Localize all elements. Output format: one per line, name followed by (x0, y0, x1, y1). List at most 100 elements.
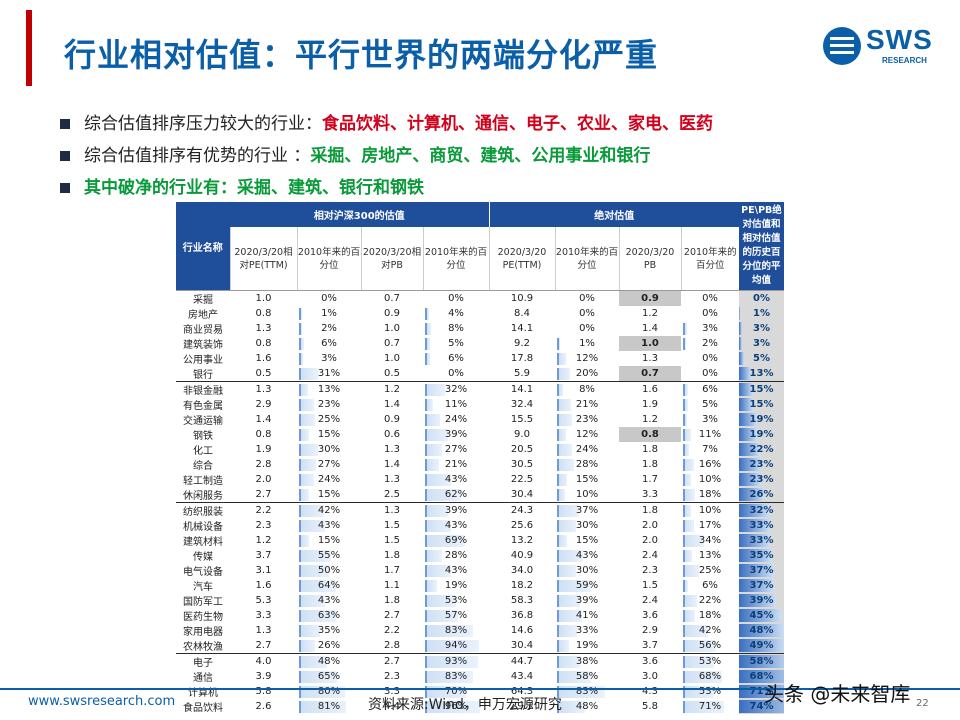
valuation-value: 0.7 (384, 338, 400, 349)
valuation-value: 9.0 (514, 429, 530, 440)
percentile-value: 69% (444, 535, 468, 546)
valuation-value: 2.3 (255, 520, 272, 531)
average-value: 19% (749, 414, 774, 425)
percentile-bar (683, 505, 691, 517)
percentile-cell: 32% (423, 381, 489, 397)
table-row: 传媒 3.7 55% 1.8 28% 40.9 43% 2.4 13% 35% (176, 548, 784, 563)
average-percentile-cell: 35% (739, 548, 784, 563)
percentile-value: 43% (444, 520, 468, 531)
percentile-cell: 39% (423, 502, 489, 518)
valuation-table: 行业名称 相对沪深300的估值 绝对估值 PE\PB绝对估值和相对估值的历史百分… (176, 202, 784, 714)
footer-divider (0, 688, 960, 690)
percentile-bar (557, 550, 583, 562)
average-percentile-cell: 74% (739, 699, 784, 714)
valuation-value: 1.4 (255, 414, 272, 425)
valuation-value: 1.3 (642, 353, 658, 364)
percentile-bar (299, 610, 336, 622)
percentile-bar (299, 640, 316, 652)
percentile-value: 28% (444, 550, 468, 561)
valuation-value: 2.2 (384, 625, 400, 636)
percentile-bar (557, 353, 566, 365)
valuation-value: 40.9 (510, 550, 534, 561)
percentile-cell: 2% (681, 336, 739, 351)
percentile-cell: 64% (297, 578, 361, 593)
valuation-value: 2.9 (642, 625, 658, 636)
percentile-bar (299, 520, 325, 532)
industry-name: 轻工制造 (183, 476, 223, 487)
percentile-cell: 43% (423, 472, 489, 487)
percentile-cell: 83% (423, 623, 489, 638)
average-value: 23% (749, 474, 774, 485)
valuation-value: 1.2 (361, 381, 423, 397)
table-row: 采掘 1.0 0% 0.7 0% 10.9 0% 0.9 0% 0% (176, 290, 784, 307)
average-bar (739, 322, 742, 335)
valuation-value: 1.8 (642, 459, 658, 470)
percentile-bar (299, 459, 316, 471)
table-row: 通信 3.9 65% 2.3 83% 43.4 58% 3.0 68% 68% (176, 669, 784, 684)
industry-name: 医药生物 (183, 612, 223, 623)
percentile-bar (299, 701, 346, 713)
average-percentile-cell: 19% (739, 427, 784, 442)
percentile-value: 20% (575, 368, 599, 379)
valuation-value: 30.5 (510, 459, 534, 470)
percentile-value: 63% (317, 610, 341, 621)
percentile-value: 19% (444, 580, 468, 591)
percentile-cell: 30% (297, 442, 361, 457)
percentile-cell: 0% (423, 291, 489, 307)
bullet-highlight: 采掘、房地产、商贸、建筑、公用事业和银行 (310, 146, 651, 166)
percentile-value: 62% (444, 489, 468, 500)
percentile-value: 38% (575, 656, 599, 667)
percentile-value: 80% (317, 686, 341, 697)
industry-name: 传媒 (193, 552, 213, 563)
percentile-bar (299, 535, 310, 547)
average-value: 26% (749, 489, 774, 500)
group-header-absolute: 绝对估值 (488, 202, 739, 228)
percentile-cell: 24% (423, 412, 489, 427)
table-row: 非银金融 1.3 13% 1.2 32% 14.1 8% 1.6 6% 15% (176, 381, 784, 397)
percentile-cell: 26% (297, 638, 361, 654)
average-percentile-cell: 48% (739, 623, 784, 638)
valuation-value: 2.8 (384, 640, 400, 651)
percentile-cell: 63% (297, 608, 361, 623)
average-value: 68% (749, 671, 774, 682)
percentile-bar (299, 625, 321, 637)
average-value: 15% (749, 399, 774, 410)
average-bar (739, 488, 764, 501)
percentile-cell: 20% (555, 366, 619, 382)
percentile-value: 30% (575, 520, 599, 531)
percentile-value: 22% (698, 595, 722, 606)
percentile-value: 71% (698, 701, 722, 712)
square-bullet-icon (60, 151, 70, 161)
col-header-name: 行业名称 (176, 202, 230, 291)
valuation-value: 0.8 (619, 427, 681, 442)
percentile-bar (299, 429, 310, 441)
average-value: 0% (753, 293, 770, 304)
percentile-cell: 68% (681, 669, 739, 684)
industry-name: 计算机 (188, 688, 218, 699)
table-row: 综合 2.8 27% 1.4 21% 30.5 28% 1.8 16% 23% (176, 457, 784, 472)
percentile-value: 19% (575, 640, 599, 651)
valuation-value: 24.3 (489, 502, 555, 518)
average-bar (739, 398, 754, 411)
percentile-value: 8% (579, 384, 595, 395)
valuation-value: 2.9 (255, 399, 272, 410)
valuation-value: 30.4 (510, 489, 534, 500)
percentile-bar (299, 444, 318, 456)
average-percentile-cell: 3% (739, 336, 784, 351)
table-row: 纺织服装 2.2 42% 1.3 39% 24.3 37% 1.8 10% 32% (176, 502, 784, 518)
table-row: 农林牧渔 2.7 26% 2.8 94% 30.4 19% 3.7 56% 49% (176, 638, 784, 654)
valuation-value: 1.8 (642, 444, 658, 455)
percentile-value: 10% (698, 505, 722, 516)
percentile-bar (425, 414, 441, 426)
table-row: 汽车 1.6 64% 1.1 19% 18.2 59% 1.5 6% 37% (176, 578, 784, 593)
average-percentile-cell: 39% (739, 593, 784, 608)
valuation-value: 1.2 (642, 308, 658, 319)
percentile-value: 0% (702, 308, 718, 319)
valuation-value: 2.5 (384, 489, 400, 500)
percentile-bar (683, 474, 691, 486)
percentile-value: 6% (448, 353, 464, 364)
percentile-bar (557, 384, 564, 396)
valuation-value: 0.9 (619, 290, 681, 306)
percentile-bar (557, 610, 582, 622)
footer-url[interactable]: www.swsresearch.com (28, 694, 176, 709)
